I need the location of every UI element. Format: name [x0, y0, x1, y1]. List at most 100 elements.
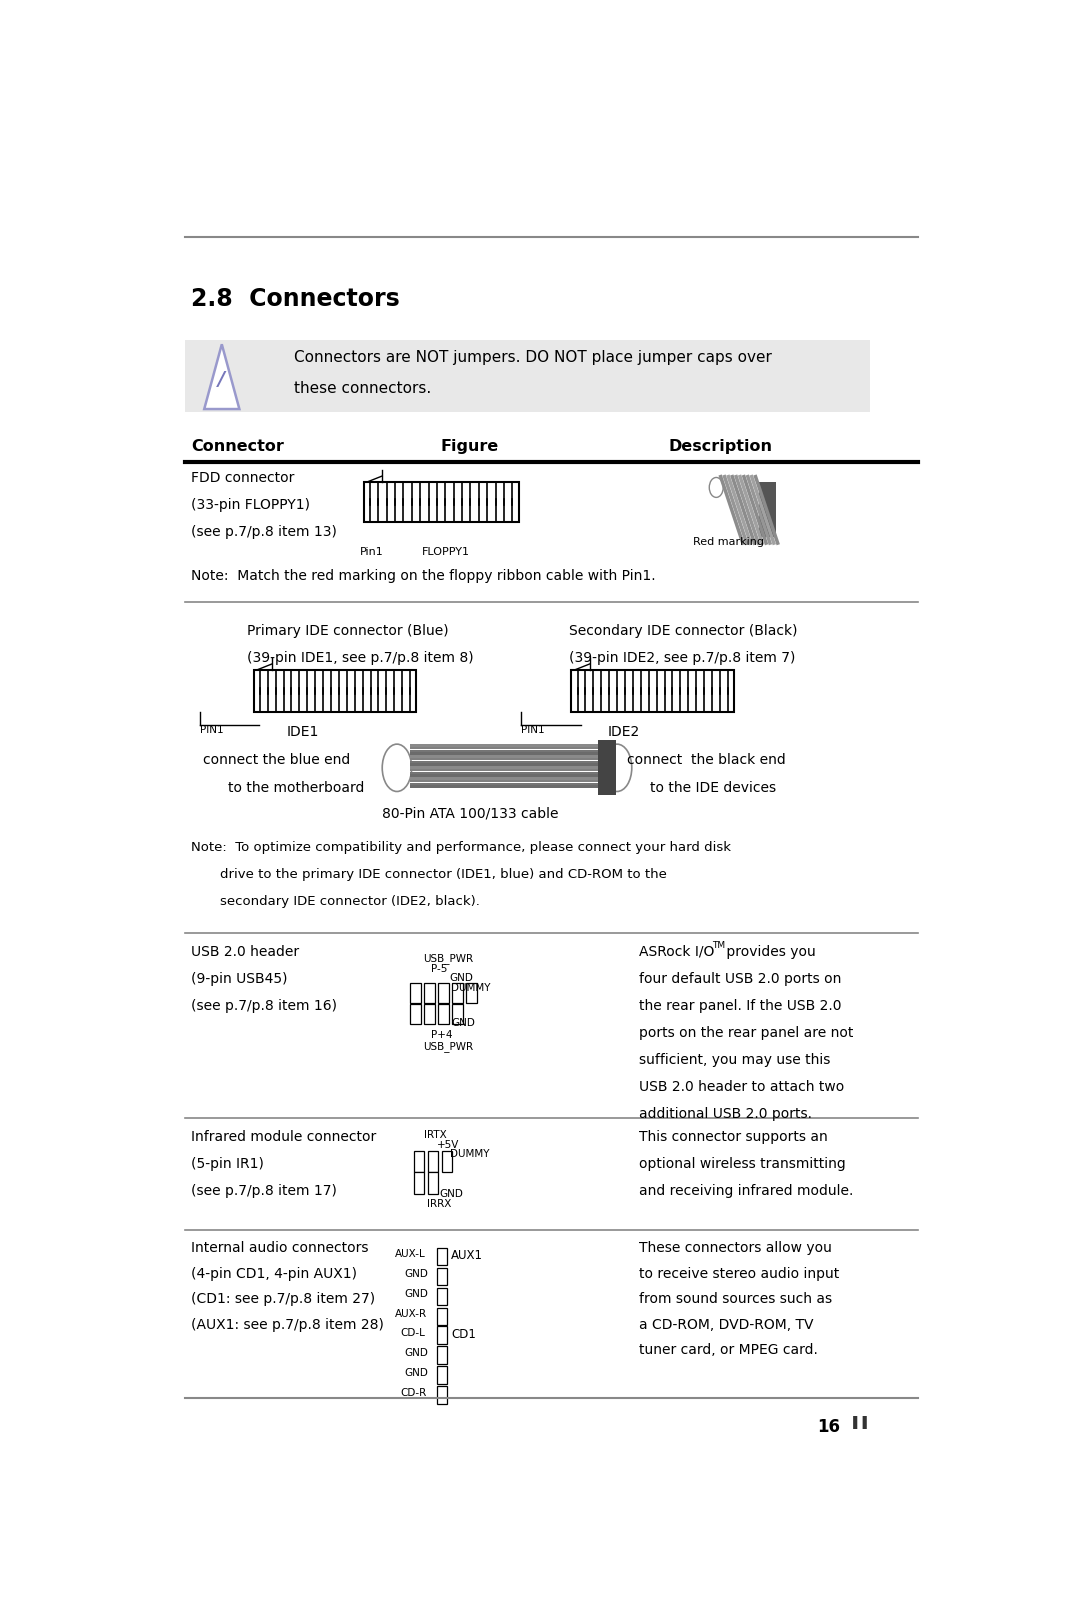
- Bar: [428, 1173, 438, 1194]
- Text: These connectors allow you: These connectors allow you: [638, 1241, 832, 1256]
- Text: FLOPPY1: FLOPPY1: [422, 547, 470, 557]
- Text: FDD connector: FDD connector: [191, 471, 294, 485]
- Bar: [410, 744, 616, 746]
- Text: sufficient, you may use this: sufficient, you may use this: [638, 1053, 831, 1066]
- Text: (39-pin IDE1, see p.7/p.8 item 8): (39-pin IDE1, see p.7/p.8 item 8): [247, 650, 474, 665]
- Text: CD1: CD1: [451, 1328, 476, 1341]
- Text: Figure: Figure: [441, 438, 499, 455]
- Text: to receive stereo audio input: to receive stereo audio input: [638, 1267, 839, 1281]
- Text: (see p.7/p.8 item 17): (see p.7/p.8 item 17): [191, 1184, 337, 1197]
- Text: IDE2: IDE2: [608, 725, 640, 739]
- Text: ports on the rear panel are not: ports on the rear panel are not: [638, 1026, 853, 1040]
- Text: Description: Description: [669, 438, 773, 455]
- Text: Internal audio connectors: Internal audio connectors: [191, 1241, 368, 1256]
- Bar: [410, 764, 616, 765]
- Bar: [410, 777, 616, 780]
- Text: GND: GND: [405, 1269, 429, 1280]
- Text: (see p.7/p.8 item 13): (see p.7/p.8 item 13): [191, 526, 337, 539]
- Text: DUMMY: DUMMY: [450, 1149, 490, 1158]
- Text: GND: GND: [451, 1018, 475, 1027]
- Text: these connectors.: these connectors.: [294, 382, 431, 396]
- Bar: [410, 760, 616, 764]
- Text: CD-L: CD-L: [400, 1328, 424, 1338]
- Text: from sound sources such as: from sound sources such as: [638, 1293, 832, 1306]
- Bar: [437, 1307, 446, 1325]
- Text: USB_PWR: USB_PWR: [423, 953, 473, 963]
- Bar: [410, 1005, 421, 1024]
- Text: drive to the primary IDE connector (IDE1, blue) and CD-ROM to the: drive to the primary IDE connector (IDE1…: [220, 867, 667, 880]
- Text: 2.8  Connectors: 2.8 Connectors: [191, 286, 400, 311]
- Text: secondary IDE connector (IDE2, black).: secondary IDE connector (IDE2, black).: [220, 895, 481, 908]
- Text: AUX-R: AUX-R: [394, 1309, 427, 1319]
- Bar: [424, 1005, 435, 1024]
- Text: provides you: provides you: [723, 945, 816, 959]
- Text: (33-pin FLOPPY1): (33-pin FLOPPY1): [191, 498, 310, 513]
- Text: IDE1: IDE1: [286, 725, 319, 739]
- Text: four default USB 2.0 ports on: four default USB 2.0 ports on: [638, 972, 841, 985]
- Text: optional wireless transmitting: optional wireless transmitting: [638, 1157, 846, 1171]
- Bar: [410, 749, 616, 752]
- Bar: [414, 1173, 424, 1194]
- Bar: [437, 1327, 446, 1343]
- Bar: [414, 1150, 424, 1171]
- Text: (9-pin USB45): (9-pin USB45): [191, 972, 287, 985]
- Text: IRRX: IRRX: [428, 1199, 451, 1209]
- Bar: [759, 482, 775, 537]
- Bar: [598, 741, 616, 794]
- Text: (5-pin IR1): (5-pin IR1): [191, 1157, 264, 1171]
- Text: AUX-L: AUX-L: [394, 1249, 426, 1259]
- Text: This connector supports an: This connector supports an: [638, 1129, 827, 1144]
- Bar: [437, 1366, 446, 1383]
- Bar: [364, 482, 518, 523]
- Bar: [410, 780, 616, 781]
- Text: GND: GND: [440, 1189, 463, 1199]
- Text: CD-R: CD-R: [400, 1388, 427, 1398]
- Bar: [410, 783, 616, 785]
- Text: (39-pin IDE2, see p.7/p.8 item 7): (39-pin IDE2, see p.7/p.8 item 7): [569, 650, 795, 665]
- Bar: [437, 1247, 446, 1265]
- Text: (AUX1: see p.7/p.8 item 28): (AUX1: see p.7/p.8 item 28): [191, 1317, 383, 1332]
- Text: Connectors are NOT jumpers. DO NOT place jumper caps over: Connectors are NOT jumpers. DO NOT place…: [294, 349, 772, 364]
- Text: to the motherboard: to the motherboard: [228, 781, 364, 794]
- Bar: [424, 982, 435, 1003]
- Text: Pin1: Pin1: [360, 547, 383, 557]
- Bar: [410, 785, 616, 788]
- Text: (4-pin CD1, 4-pin AUX1): (4-pin CD1, 4-pin AUX1): [191, 1267, 356, 1281]
- Bar: [437, 1387, 446, 1403]
- Text: connect the blue end: connect the blue end: [203, 754, 350, 767]
- Text: USB_PWR: USB_PWR: [423, 1040, 473, 1052]
- Text: the rear panel. If the USB 2.0: the rear panel. If the USB 2.0: [638, 998, 841, 1013]
- Bar: [571, 670, 734, 712]
- Bar: [410, 982, 421, 1003]
- Text: connect  the black end: connect the black end: [627, 754, 786, 767]
- Bar: [438, 1005, 449, 1024]
- Bar: [410, 775, 616, 777]
- Text: P-5: P-5: [431, 964, 447, 974]
- Text: TM: TM: [713, 942, 726, 950]
- Bar: [437, 1346, 446, 1364]
- Text: (CD1: see p.7/p.8 item 27): (CD1: see p.7/p.8 item 27): [191, 1293, 375, 1306]
- Text: ASRock I/O: ASRock I/O: [638, 945, 714, 959]
- Bar: [465, 982, 476, 1003]
- Text: 80-Pin ATA 100/133 cable: 80-Pin ATA 100/133 cable: [381, 806, 558, 820]
- Polygon shape: [204, 345, 240, 409]
- Bar: [438, 982, 449, 1003]
- Text: AUX1: AUX1: [451, 1249, 483, 1262]
- Bar: [428, 1150, 438, 1171]
- Bar: [186, 340, 869, 413]
- Bar: [410, 748, 616, 749]
- Text: +5V: +5V: [437, 1139, 460, 1150]
- Text: a CD-ROM, DVD-ROM, TV: a CD-ROM, DVD-ROM, TV: [638, 1317, 813, 1332]
- Text: tuner card, or MPEG card.: tuner card, or MPEG card.: [638, 1343, 818, 1358]
- Text: ❚❚: ❚❚: [850, 1416, 870, 1429]
- Bar: [410, 756, 616, 757]
- Text: GND: GND: [449, 974, 473, 984]
- Bar: [410, 752, 616, 756]
- Text: IRTX: IRTX: [424, 1129, 447, 1139]
- Bar: [451, 982, 463, 1003]
- Text: /: /: [218, 369, 226, 388]
- Bar: [254, 670, 416, 712]
- Text: (see p.7/p.8 item 16): (see p.7/p.8 item 16): [191, 998, 337, 1013]
- Text: Primary IDE connector (Blue): Primary IDE connector (Blue): [247, 625, 449, 637]
- Text: to the IDE devices: to the IDE devices: [650, 781, 777, 794]
